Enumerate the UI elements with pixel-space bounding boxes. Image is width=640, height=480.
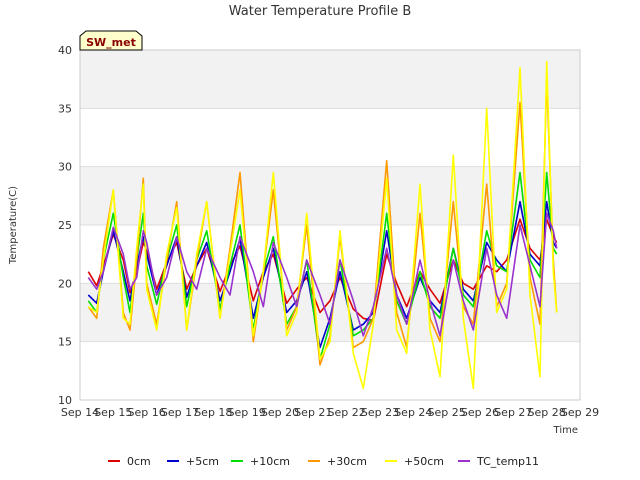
x-tick-label: Sep 15	[94, 406, 132, 419]
badge-label: SW_met	[86, 36, 136, 49]
x-tick-label: Sep 19	[228, 406, 266, 419]
x-tick-label: Sep 21	[294, 406, 332, 419]
y-tick-label: 25	[58, 219, 72, 232]
y-tick-labels: 10 15 20 25 30 35 40	[58, 44, 72, 407]
grid-band	[80, 166, 580, 225]
y-tick-label: 20	[58, 277, 72, 290]
station-badge: SW_met	[79, 30, 143, 51]
x-tick-label: Sep 25	[428, 406, 466, 419]
x-tick-label: Sep 17	[161, 406, 199, 419]
series-layer	[87, 60, 558, 390]
legend-label: TC_temp11	[476, 455, 539, 468]
legend-label: 0cm	[127, 455, 151, 468]
legend-label: +30cm	[327, 455, 367, 468]
y-tick-label: 15	[58, 336, 72, 349]
legend-label: +10cm	[250, 455, 290, 468]
badge-shape	[79, 30, 143, 51]
x-tick-label: Sep 26	[461, 406, 499, 419]
x-axis-label: Time	[553, 425, 578, 436]
x-tick-label: Sep 18	[194, 406, 232, 419]
y-tick-label: 30	[58, 161, 72, 174]
y-tick-label: 35	[58, 102, 72, 115]
legend-label: +50cm	[404, 455, 444, 468]
plot-frame	[79, 49, 581, 401]
chart-title: Water Temperature Profile B	[229, 4, 412, 19]
x-tick-label: Sep 29	[561, 406, 599, 419]
x-tick-label: Sep 20	[261, 406, 299, 419]
x-tick-label: Sep 27	[494, 406, 532, 419]
x-tick-label: Sep 14	[61, 406, 99, 419]
legend-label: +5cm	[186, 455, 219, 468]
series-line-tc-temp11	[87, 212, 558, 337]
x-tick-label: Sep 22	[328, 406, 366, 419]
legend: 0cm +5cm +10cm +30cm +50cm TC_temp11	[108, 455, 539, 468]
y-tick-label: 10	[58, 394, 72, 407]
y-axis-label: Temperature(C)	[8, 186, 19, 265]
x-tick-label: Sep 23	[361, 406, 399, 419]
x-tick-label: Sep 16	[128, 406, 166, 419]
x-tick-label: Sep 24	[394, 406, 432, 419]
x-tick-label: Sep 28	[528, 406, 566, 419]
grid-band	[80, 50, 580, 109]
y-tick-label: 40	[58, 44, 72, 57]
series-line--50cm	[87, 60, 558, 390]
